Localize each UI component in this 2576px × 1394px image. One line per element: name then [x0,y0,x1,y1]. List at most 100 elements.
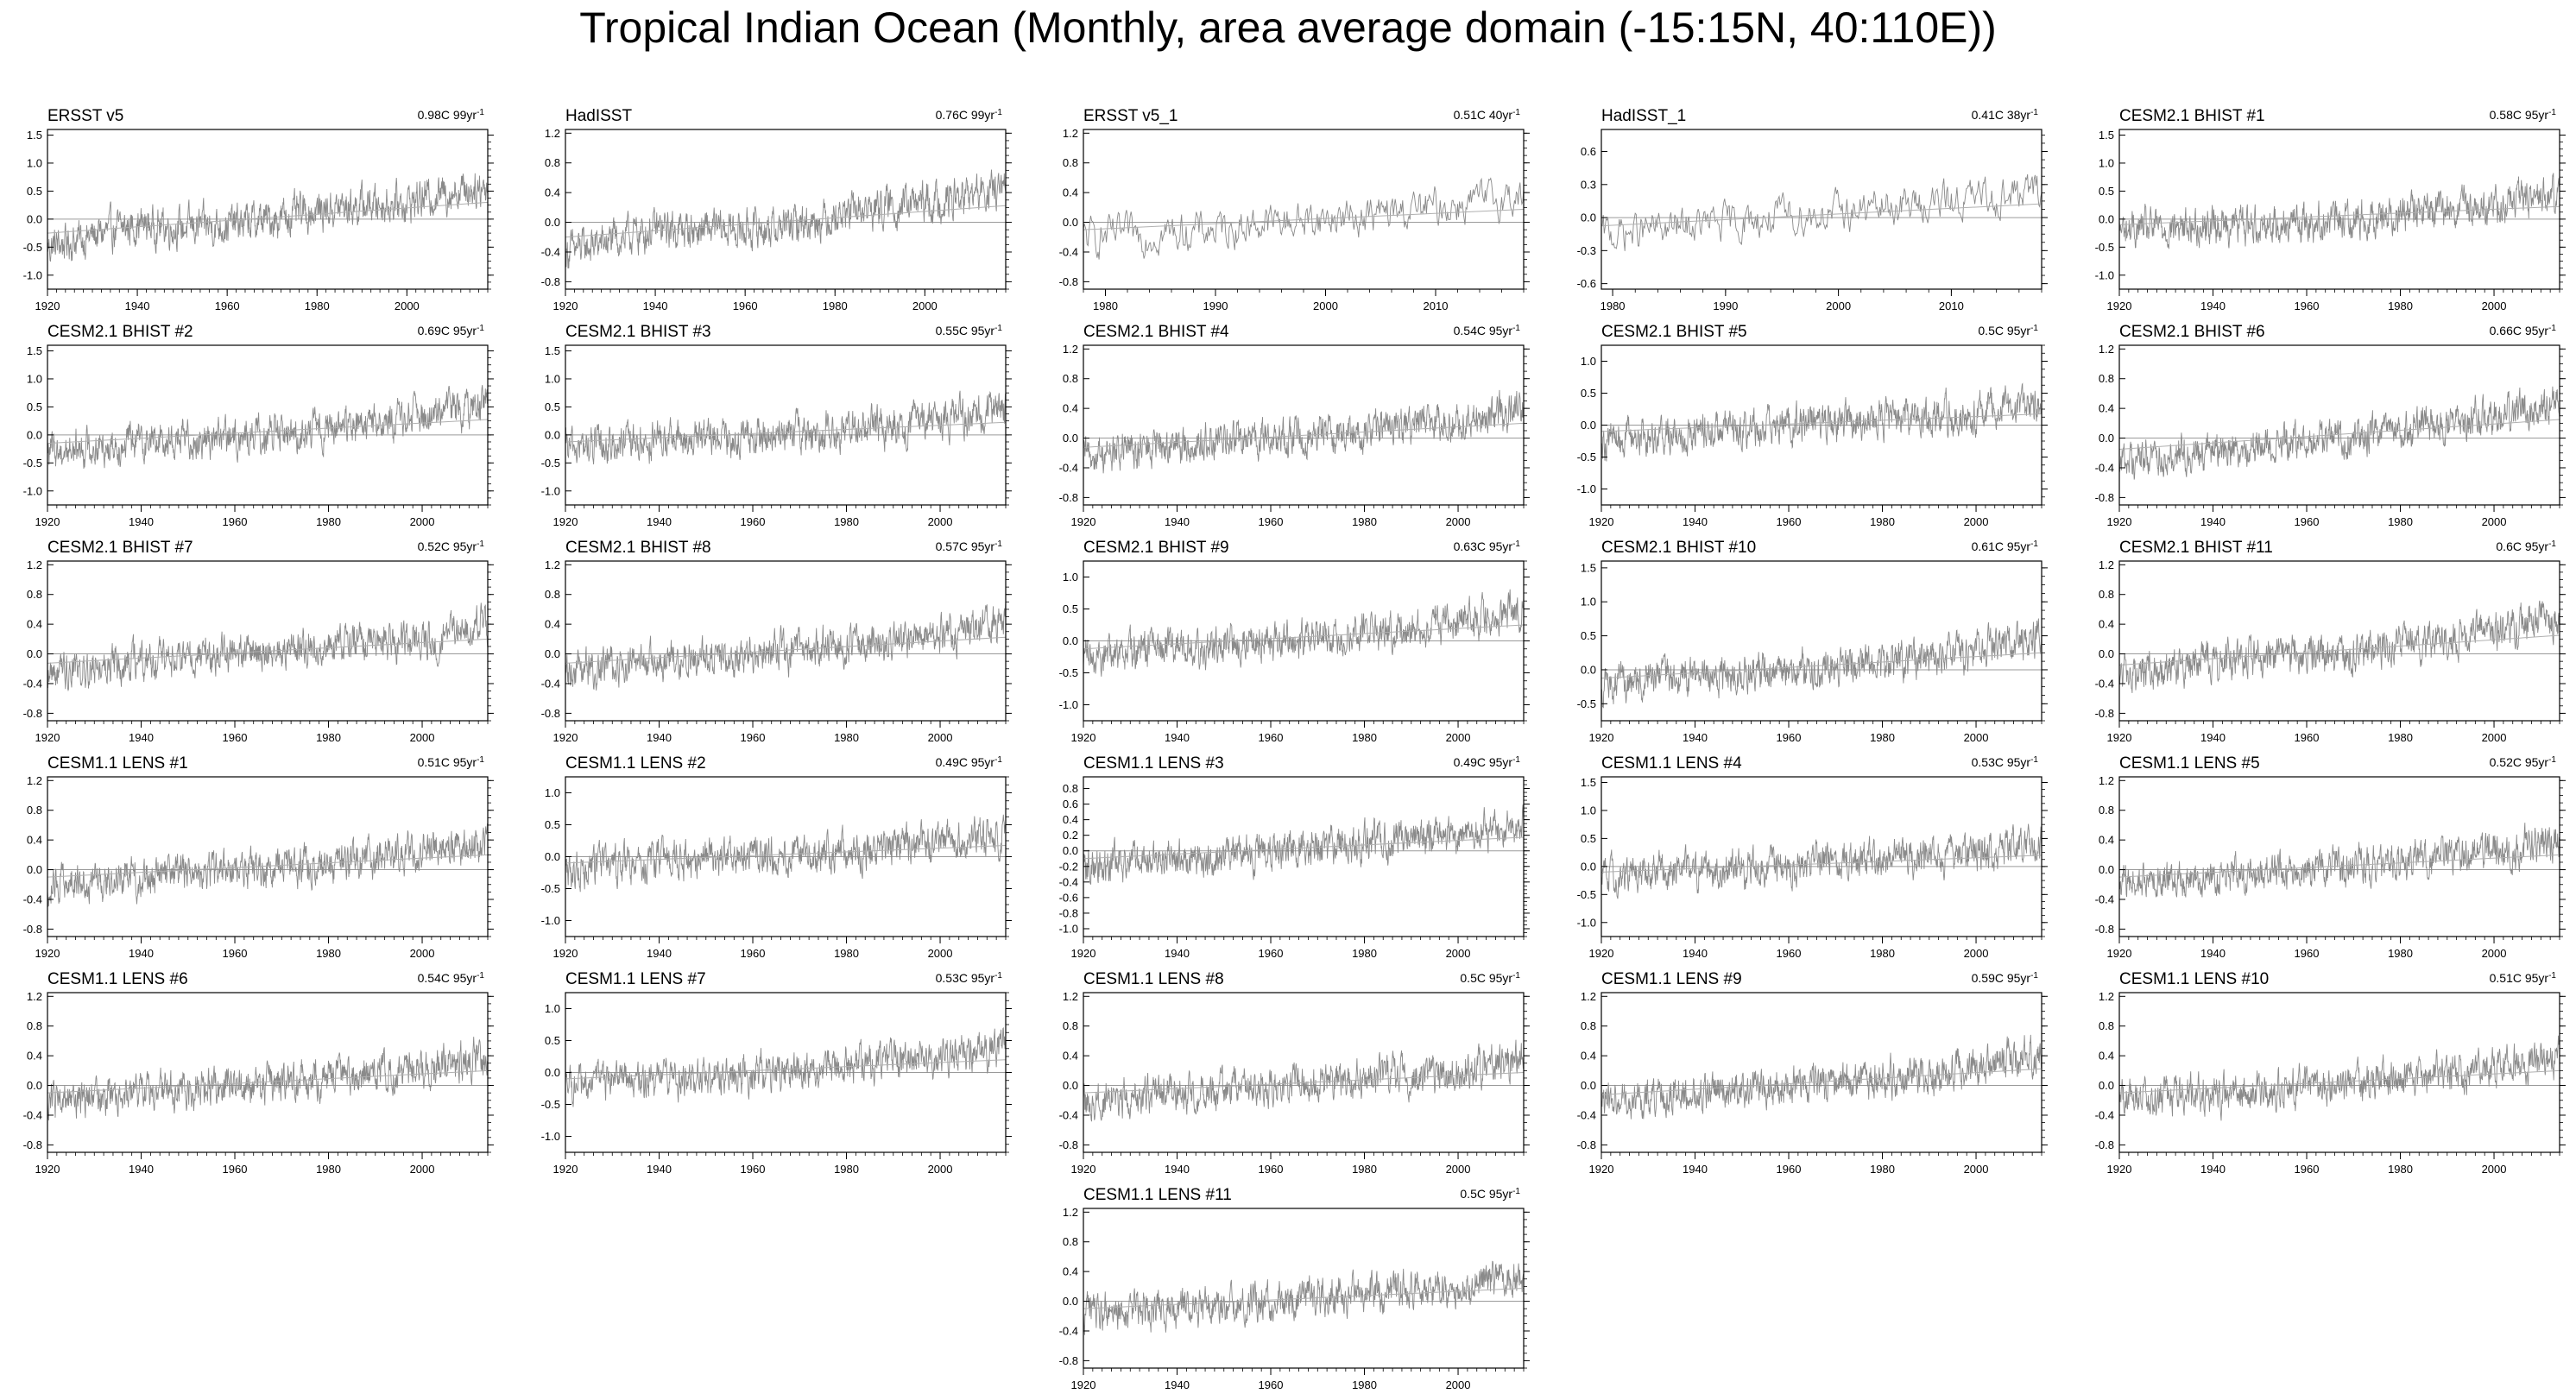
x-tick-label: 1920 [1071,515,1096,528]
y-tick-label: 0.0 [1063,216,1078,229]
y-tick-label: 0.0 [27,428,42,441]
trend-label: 0.61C 95yr-1 [1972,539,2039,554]
trend-label: 0.53C 95yr-1 [1972,755,2039,770]
trend-label: 0.76C 99yr-1 [936,108,1003,123]
plot-frame [2118,992,2560,1153]
trend-exponent: -1 [1512,1187,1520,1196]
y-tick-label: -0.4 [1059,1324,1078,1337]
y-tick-label: 0.0 [545,428,560,441]
panel-title: CESM1.1 LENS #11 [1083,1186,1232,1204]
trend-line [47,638,489,664]
x-tick-label: 2000 [928,515,953,528]
y-tick-label: 1.0 [545,372,560,385]
y-tick-label: -0.8 [2095,491,2114,504]
y-tick-label: 0.0 [545,647,560,660]
trend-line [1601,855,2042,873]
x-tick-label: 2000 [1446,947,1471,960]
y-tick-label: 1.2 [1063,127,1078,140]
trend-exponent: -1 [994,324,1002,333]
y-tick-label: 0.0 [2099,863,2114,876]
y-tick-label: -0.3 [1577,244,1596,257]
y-tick-label: -0.2 [1059,860,1078,873]
trend-label: 0.66C 95yr-1 [2490,324,2557,338]
y-tick-label: 0.5 [2099,185,2114,198]
series-line [47,823,489,907]
x-tick-label: 1940 [647,515,672,528]
y-tick-label: 1.0 [1063,571,1078,583]
y-tick-label: 0.0 [2099,647,2114,660]
x-tick-label: 1920 [1071,731,1096,744]
y-tick-label: 1.0 [2099,156,2114,169]
x-tick-label: 1920 [2107,1163,2132,1176]
trend-label: 0.51C 40yr-1 [1454,108,1521,123]
x-tick-label: 1940 [2200,1163,2226,1176]
x-tick-label: 1960 [215,300,240,312]
series-line [1083,1039,1525,1122]
x-tick-label: 2000 [1964,731,1989,744]
y-tick-label: 0.4 [27,834,42,847]
trend-exponent: -1 [477,971,484,981]
trend-line [1601,1068,2042,1095]
x-tick-label: 1980 [1093,300,1118,312]
x-tick-label: 1920 [1589,1163,1614,1176]
y-tick-label: 0.8 [2099,1019,2114,1032]
x-tick-label: 1980 [1870,515,1895,528]
trend-exponent: -1 [2030,324,2038,333]
chart-panel: CESM1.1 LENS #4 0.53C 95yr-1 -1.0 -0.5 0.0 0.… [1577,754,2048,960]
x-tick-label: 2000 [2482,300,2507,312]
trend-exponent: -1 [1512,539,1520,549]
x-tick-label: 1940 [129,947,154,960]
plot-frame [1083,992,1525,1153]
y-tick-label: -0.4 [541,677,560,690]
x-tick-label: 1920 [1071,947,1096,960]
y-tick-label: -0.8 [23,923,42,936]
y-tick-label: 0.8 [1063,156,1078,169]
y-tick-label: 0.0 [1063,1295,1078,1308]
y-tick-label: 0.2 [1063,829,1078,842]
plot-frame [1601,560,2042,722]
panel-title: CESM2.1 BHIST #8 [565,539,711,557]
trend-label: 0.51C 95yr-1 [418,755,485,770]
trend-exponent: -1 [477,755,484,765]
x-tick-label: 1940 [2200,731,2226,744]
y-tick-label: -1.0 [1059,698,1078,711]
plot-frame [1083,1208,1525,1369]
y-tick-label: -0.8 [23,1139,42,1151]
plot-frame [2118,560,2560,722]
panel-title: CESM1.1 LENS #1 [47,754,188,773]
y-tick-label: -0.8 [541,275,560,288]
y-tick-label: 0.0 [27,212,42,225]
y-tick-label: -0.8 [1059,1139,1078,1151]
y-tick-label: -0.5 [23,241,42,254]
series-line [2118,823,2560,898]
x-tick-label: 2010 [1424,300,1449,312]
x-tick-label: 1920 [1589,947,1614,960]
series-line [1601,823,2042,899]
y-tick-label: -0.5 [541,882,560,895]
x-tick-label: 1920 [1071,1163,1096,1176]
trend-label: 0.41C 38yr-1 [1972,108,2039,123]
y-tick-label: 0.0 [27,647,42,660]
y-tick-label: -0.5 [1059,666,1078,679]
y-tick-label: -1.0 [541,484,560,497]
y-tick-label: 0.8 [1581,1019,1596,1032]
y-tick-label: 1.0 [27,156,42,169]
x-tick-label: 1980 [1870,731,1895,744]
y-tick-label: 0.5 [1581,832,1596,845]
panel-title: CESM1.1 LENS #6 [47,970,188,988]
x-tick-label: 1960 [733,300,758,312]
figure-title: Tropical Indian Ocean (Monthly, area ave… [579,3,1997,52]
x-tick-label: 1960 [2295,1163,2320,1176]
y-tick-label: 0.0 [2099,1079,2114,1092]
x-tick-label: 2000 [410,515,435,528]
y-tick-label: -0.6 [1577,277,1596,290]
trend-exponent: -1 [2030,755,2038,765]
panel-title: ERSST v5 [47,107,123,125]
y-tick-label: 0.0 [27,1079,42,1092]
trend-label: 0.55C 95yr-1 [936,324,1003,338]
x-tick-label: 1940 [129,1163,154,1176]
x-tick-label: 1940 [1165,1378,1190,1391]
y-tick-label: -1.0 [541,914,560,927]
trend-label: 0.5C 95yr-1 [1978,324,2038,338]
x-tick-label: 1960 [741,1163,766,1176]
